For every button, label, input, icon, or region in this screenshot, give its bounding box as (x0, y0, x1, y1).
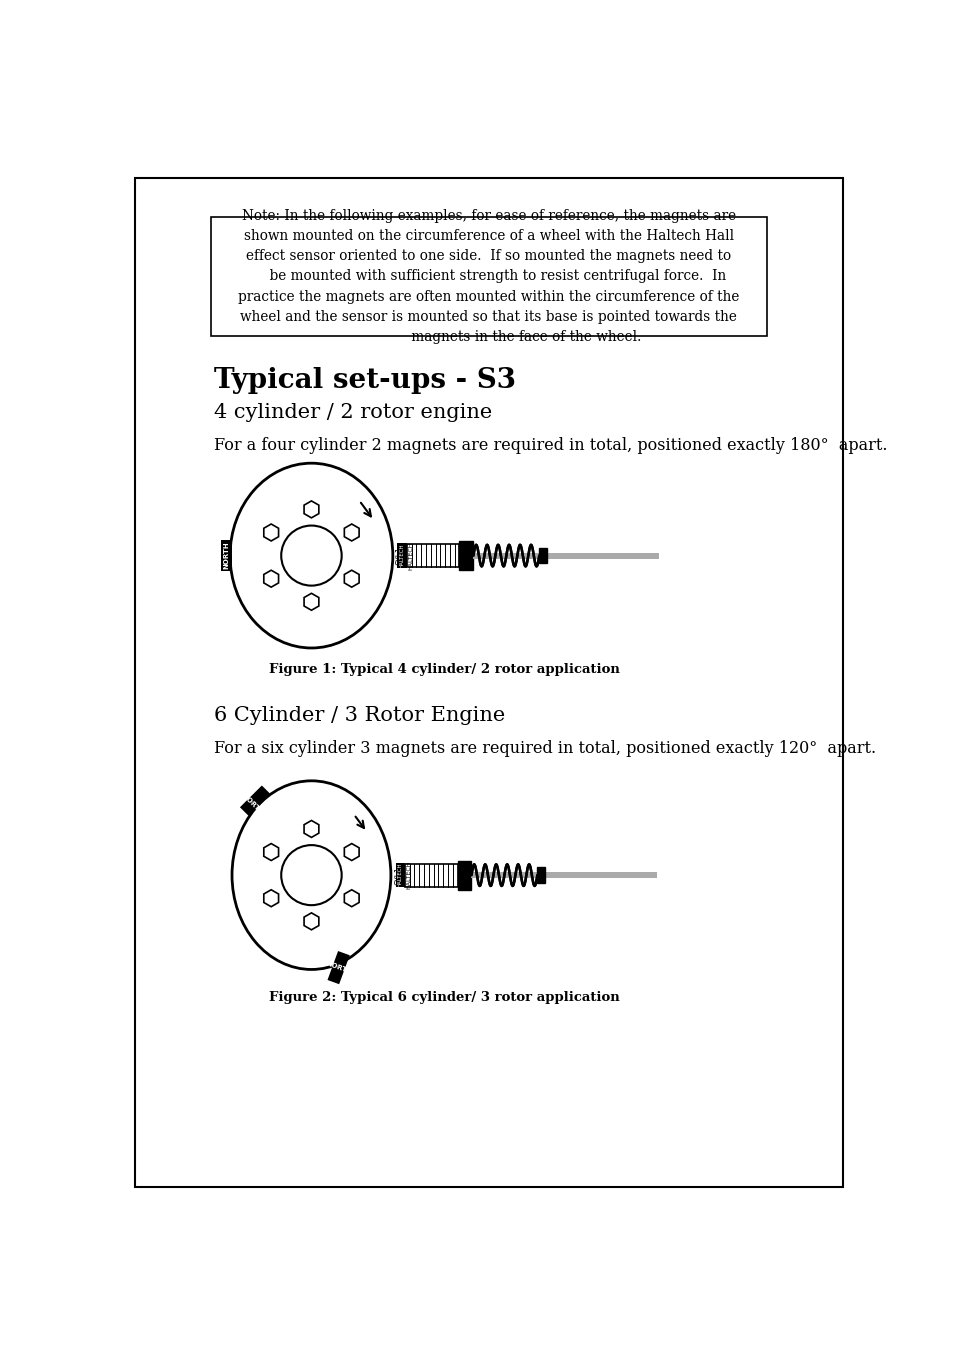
Text: CYL1: CYL1 (395, 546, 405, 565)
Bar (473, 553, 659, 559)
Bar (537, 867, 544, 882)
Text: Figure 1: Typical 4 cylinder/ 2 rotor application: Figure 1: Typical 4 cylinder/ 2 rotor ap… (269, 663, 619, 677)
Text: HALTECH: HALTECH (397, 863, 402, 888)
Text: For a four cylinder 2 magnets are required in total, positioned exactly 180°  ap: For a four cylinder 2 magnets are requir… (213, 436, 886, 454)
Bar (471, 871, 657, 878)
Bar (457, 861, 471, 890)
Bar (538, 549, 546, 563)
Bar (459, 540, 473, 570)
Text: HALTECH: HALTECH (406, 861, 411, 889)
Bar (327, 951, 350, 985)
Text: NORTH: NORTH (324, 961, 353, 975)
Bar (220, 540, 232, 571)
Bar (395, 863, 404, 888)
Text: 4 cylinder / 2 rotor engine: 4 cylinder / 2 rotor engine (213, 403, 492, 422)
Text: Figure 2: Typical 6 cylinder/ 3 rotor application: Figure 2: Typical 6 cylinder/ 3 rotor ap… (269, 990, 619, 1004)
Text: 6 Cylinder / 3 Rotor Engine: 6 Cylinder / 3 Rotor Engine (213, 705, 504, 724)
Bar (397, 543, 406, 567)
Bar (406, 544, 459, 567)
Text: NORTH: NORTH (223, 542, 229, 569)
Text: Typical set‑ups - S3: Typical set‑ups - S3 (213, 367, 516, 394)
Text: NORTH: NORTH (241, 793, 265, 816)
Text: HALTECH: HALTECH (408, 542, 413, 570)
Bar (240, 785, 271, 816)
Text: CYL1: CYL1 (394, 866, 403, 885)
Text: Note: In the following examples, for ease of reference, the magnets are
shown mo: Note: In the following examples, for eas… (238, 209, 739, 343)
Bar (404, 863, 457, 886)
Text: HALTECH: HALTECH (399, 543, 404, 567)
Text: For a six cylinder 3 magnets are required in total, positioned exactly 120°  apa: For a six cylinder 3 magnets are require… (213, 740, 875, 758)
Bar (211, 216, 766, 336)
